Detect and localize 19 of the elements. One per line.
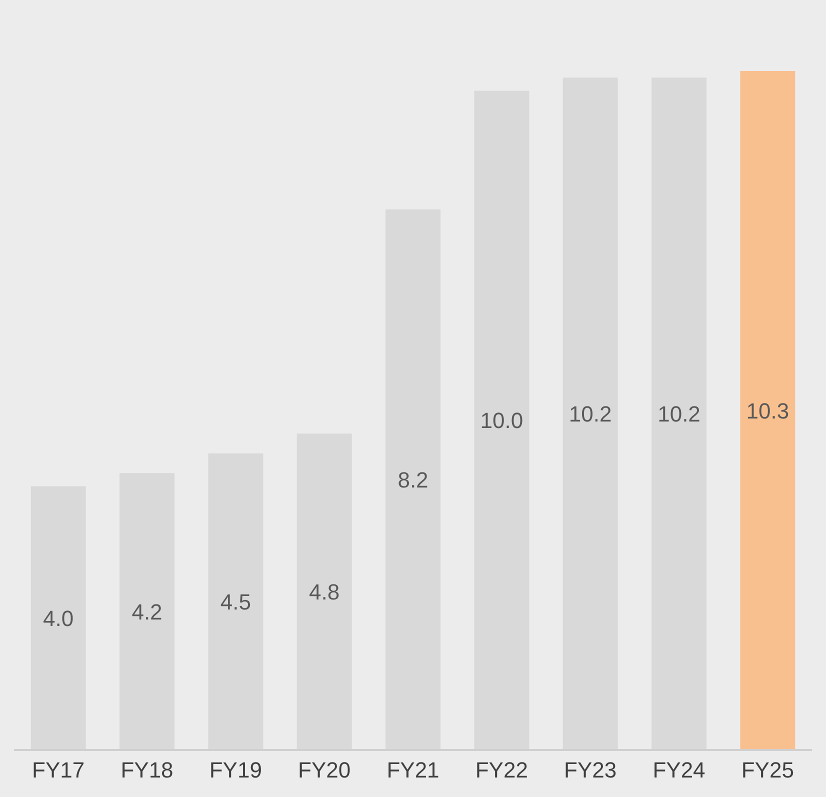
data-label: 10.2 (568, 402, 612, 427)
x-tick-label: FY20 (298, 758, 351, 783)
x-tick-label: FY25 (741, 758, 794, 783)
x-tick-label: FY23 (564, 758, 617, 783)
bar (740, 71, 796, 750)
data-label: 10.2 (658, 402, 700, 427)
x-tick-label: FY21 (386, 758, 440, 783)
x-tick-label: FY19 (209, 758, 262, 783)
x-tick-label: FY18 (120, 758, 174, 783)
data-label: 10.0 (480, 408, 524, 434)
data-label: 4.2 (132, 599, 162, 624)
data-label: 4.0 (43, 606, 74, 631)
x-tick-label: FY24 (652, 758, 706, 783)
data-label: 10.3 (746, 398, 790, 424)
data-label: 4.8 (309, 580, 340, 605)
x-tick-label: FY17 (32, 758, 85, 783)
x-tick-label: FY22 (475, 758, 528, 783)
data-label: 8.2 (398, 468, 428, 493)
data-label: 4.5 (220, 589, 251, 614)
